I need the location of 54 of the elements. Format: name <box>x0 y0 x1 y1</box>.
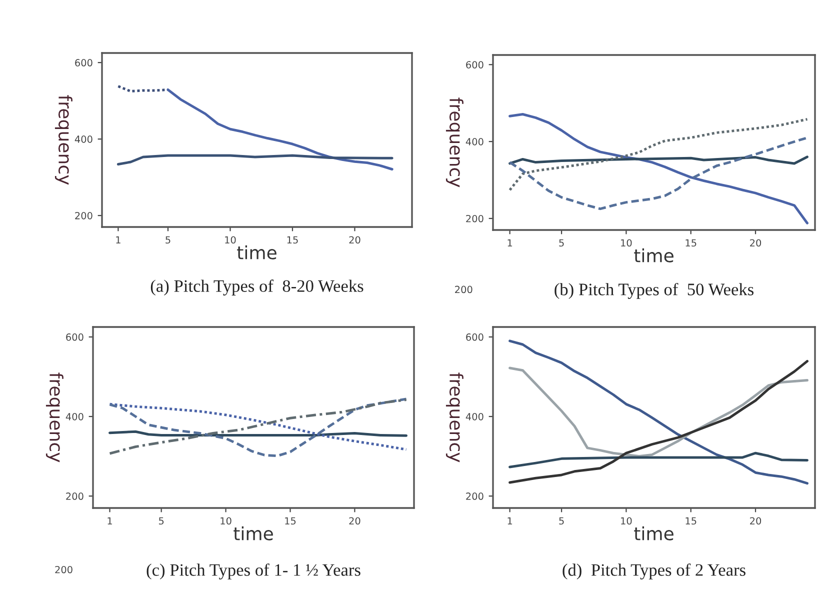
line-series <box>166 88 394 171</box>
x-tick-label: 5 <box>559 239 564 247</box>
x-tick-label: 20 <box>750 517 762 525</box>
x-tick-label: 5 <box>166 236 170 244</box>
line-series <box>508 156 808 165</box>
x-axis-title: time <box>634 248 674 262</box>
y-tick-label: 200 <box>75 212 92 220</box>
x-tick-label: 10 <box>621 239 632 247</box>
y-axis-title: frequency <box>446 372 464 462</box>
x-tick-label: 5 <box>559 517 564 525</box>
y-tick-label: 200 <box>466 492 484 500</box>
x-tick-label: 15 <box>686 239 696 247</box>
y-axis-title: frequency <box>446 98 464 188</box>
x-axis-title: time <box>634 526 674 540</box>
line-series <box>508 112 808 224</box>
y-tick-label: 600 <box>75 59 92 66</box>
text: (d) Pitch Types of 2 Years <box>562 563 746 580</box>
x-tick-label: 1 <box>508 517 512 524</box>
text: 200 <box>455 286 472 294</box>
y-tick-label: 400 <box>74 136 92 143</box>
text: (c) Pitch Types of 1- 1 ½ Years <box>146 563 360 580</box>
y-axis-title: frequency <box>46 372 64 462</box>
y-tick-label: 600 <box>466 333 484 341</box>
y-tick-label: 400 <box>466 138 484 146</box>
x-tick-label: 10 <box>220 517 232 525</box>
text: (a) Pitch Types of 8-20 Weeks <box>150 280 364 296</box>
line-series <box>116 154 394 166</box>
y-tick-label: 400 <box>466 412 484 420</box>
x-axis-title: time <box>237 245 276 260</box>
y-tick-label: 200 <box>466 214 484 222</box>
y-tick-label: 400 <box>66 412 84 420</box>
x-tick-label: 10 <box>225 236 236 244</box>
line-series <box>508 366 808 458</box>
line-series <box>508 118 808 192</box>
x-tick-label: 1 <box>108 517 112 524</box>
y-tick-label: 200 <box>66 492 84 500</box>
x-tick-label: 15 <box>285 517 296 525</box>
line-series <box>508 136 808 210</box>
x-tick-label: 1 <box>508 239 512 246</box>
x-tick-label: 5 <box>158 517 164 525</box>
x-tick-label: 20 <box>750 239 762 247</box>
x-tick-label: 1 <box>116 236 120 244</box>
x-tick-label: 15 <box>686 517 696 525</box>
y-tick-label: 600 <box>66 333 84 341</box>
y-tick-label: 600 <box>466 61 484 68</box>
x-tick-label: 20 <box>349 517 360 525</box>
x-tick-label: 20 <box>349 236 360 244</box>
x-tick-label: 15 <box>287 236 298 244</box>
line-series <box>508 452 808 468</box>
text: (b) Pitch Types of 50 Weeks <box>554 282 754 299</box>
x-tick-label: 10 <box>621 517 632 525</box>
y-axis-title: frequency <box>54 95 72 185</box>
x-axis-title: time <box>234 526 273 540</box>
text: 200 <box>55 566 72 574</box>
